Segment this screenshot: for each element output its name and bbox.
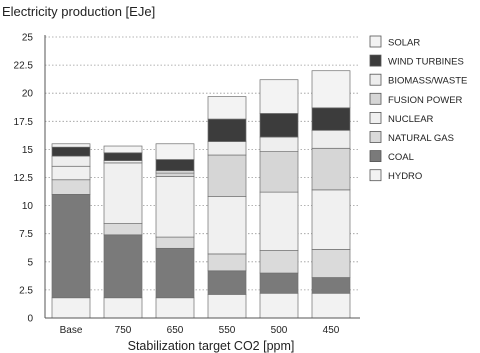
legend-label: WIND TURBINES xyxy=(388,57,464,68)
y-tick-label: 2.5 xyxy=(19,285,33,296)
bar-segment xyxy=(259,250,299,274)
legend-swatch xyxy=(369,54,382,67)
bar-segment xyxy=(51,155,91,167)
bar-segment xyxy=(207,253,247,272)
legend-swatch xyxy=(369,150,382,163)
y-tick-label: 17.5 xyxy=(14,117,34,128)
bar-segment xyxy=(311,189,351,250)
legend-label: FUSION POWER xyxy=(388,95,463,106)
bar-segment xyxy=(259,292,299,319)
bar-segment xyxy=(103,152,143,161)
y-tick-label: 12.5 xyxy=(14,173,34,184)
bar-segment xyxy=(259,136,299,152)
bar-segment xyxy=(259,191,299,251)
bar-segment xyxy=(155,236,195,249)
bar-segment xyxy=(207,118,247,142)
bar-segment xyxy=(51,143,91,148)
bar-segment xyxy=(51,146,91,157)
y-tick-label: 5 xyxy=(27,257,33,268)
bar-segment xyxy=(311,147,351,191)
y-tick-label: 22.5 xyxy=(14,61,34,72)
x-tick-label: 550 xyxy=(219,325,236,336)
bar-segment xyxy=(207,141,247,156)
grid xyxy=(45,36,360,291)
legend-label: NUCLEAR xyxy=(388,114,434,125)
bar-segment xyxy=(51,297,91,319)
legend-swatch xyxy=(369,92,382,105)
bar-segment xyxy=(103,297,143,319)
legend-label: COAL xyxy=(388,152,414,163)
bar-segment xyxy=(155,172,195,177)
legend-swatch xyxy=(369,112,382,124)
y-axis: 0 2.5 5 7.5 10 12.5 15 17.5 20 22.5 25 xyxy=(14,33,46,325)
y-tick-label: 15 xyxy=(22,145,34,156)
legend-swatch xyxy=(369,73,382,86)
legend-swatch xyxy=(369,169,382,182)
x-tick-label: 450 xyxy=(323,325,340,336)
y-tick-label: 20 xyxy=(22,89,34,100)
x-tick-label: Base xyxy=(60,325,83,336)
bar-segment xyxy=(155,247,195,299)
legend-label: SOLAR xyxy=(388,38,420,49)
bar-segment xyxy=(311,129,351,149)
bar-segment xyxy=(103,145,143,154)
bar-segment xyxy=(207,294,247,319)
bar-segment xyxy=(103,162,143,224)
bar-segment xyxy=(51,194,91,299)
bar-segment xyxy=(51,179,91,195)
bar-segment xyxy=(259,272,299,294)
bar-segment xyxy=(259,151,299,193)
y-tick-label: 7.5 xyxy=(19,229,33,240)
x-axis-label: Stabilization target CO2 [ppm] xyxy=(128,339,295,353)
x-axis: Base 750 650 550 500 450 xyxy=(45,317,360,336)
bar-segment xyxy=(259,79,299,114)
legend: SOLAR WIND TURBINES BIOMASS/WASTE FUSION PO… xyxy=(369,35,467,182)
bar-segment xyxy=(311,70,351,109)
bar-segment xyxy=(155,143,195,160)
legend-label: BIOMASS/WASTE xyxy=(388,76,467,87)
bar-segment xyxy=(207,154,247,197)
bar-segment xyxy=(311,292,351,319)
x-tick-label: 650 xyxy=(167,325,184,336)
bar-segment xyxy=(311,249,351,278)
bar-segment xyxy=(155,176,195,238)
y-tick-label: 10 xyxy=(22,201,34,212)
bar-segment xyxy=(311,277,351,294)
x-tick-label: 500 xyxy=(271,325,288,336)
legend-label: NATURAL GAS xyxy=(388,133,454,144)
bar-segment xyxy=(51,165,91,181)
y-tick-label: 0 xyxy=(27,314,33,325)
y-tick-label: 25 xyxy=(22,33,34,44)
bar-segment xyxy=(103,234,143,299)
bar-segment xyxy=(311,107,351,131)
legend-label: HYDRO xyxy=(388,171,422,182)
bar-segment xyxy=(103,223,143,236)
bar-segment xyxy=(155,159,195,172)
chart-title: Electricity production [EJe] xyxy=(2,4,155,19)
bar-segment xyxy=(259,113,299,138)
bar-segment xyxy=(207,196,247,255)
legend-swatch xyxy=(369,35,382,48)
bar-segment xyxy=(207,270,247,295)
bar-segment xyxy=(207,96,247,120)
legend-swatch xyxy=(369,131,382,143)
bars xyxy=(51,70,351,319)
bar-segment xyxy=(155,297,195,319)
x-tick-label: 750 xyxy=(115,325,132,336)
